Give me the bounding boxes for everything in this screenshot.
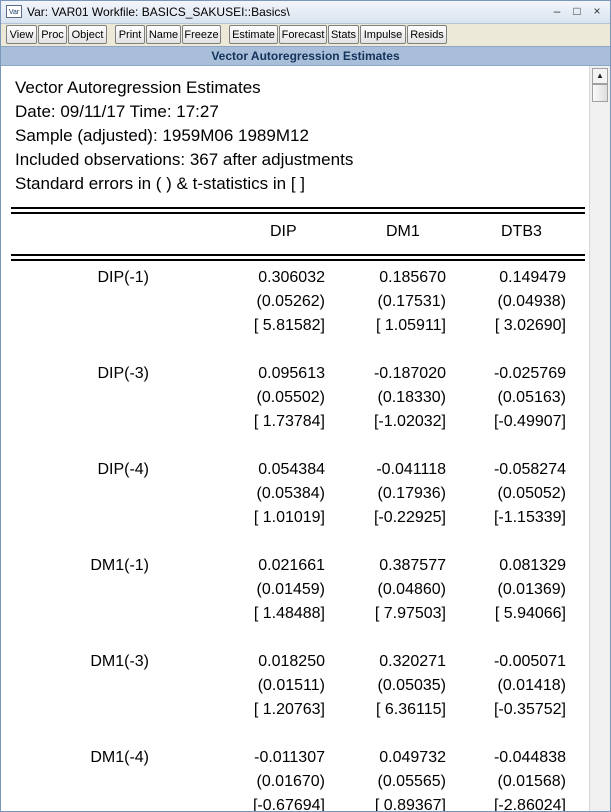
table-rule-mid <box>11 254 585 256</box>
table-rule-top-2 <box>11 212 585 214</box>
resids-button[interactable]: Resids <box>407 25 447 44</box>
row-label: DM1(-4) <box>90 749 149 766</box>
t-stat-cell: [ 7.97503] <box>374 605 446 622</box>
coef-cell: -0.044838 <box>493 749 566 766</box>
toolbar: View Proc Object Print Name Freeze Estim… <box>1 24 610 46</box>
t-stat-cell: [ 1.20763] <box>253 701 325 718</box>
std-error-cell: (0.01459) <box>256 581 326 598</box>
coef-cell: 0.387577 <box>379 557 446 574</box>
std-error-cell: (0.05565) <box>377 773 447 790</box>
std-error-cell: (0.17936) <box>377 485 447 502</box>
table-rule-mid-2 <box>11 259 585 261</box>
var-app-icon[interactable]: Var <box>6 5 22 18</box>
coef-cell: -0.025769 <box>493 365 566 382</box>
coef-cell: 0.049732 <box>379 749 446 766</box>
sample-line: Sample (adjusted): 1959M06 1989M12 <box>15 126 309 145</box>
std-error-cell: (0.01670) <box>256 773 326 790</box>
t-stat-cell: [-2.86024] <box>493 797 566 812</box>
print-button[interactable]: Print <box>115 25 145 44</box>
t-stat-cell: [ 1.05911] <box>376 317 446 334</box>
coef-cell: 0.095613 <box>258 365 325 382</box>
std-error-cell: (0.05163) <box>497 389 567 406</box>
t-stat-cell: [-0.22925] <box>373 509 446 526</box>
t-stat-cell: [ 6.36115] <box>376 701 446 718</box>
proc-button[interactable]: Proc <box>38 25 67 44</box>
standard-errors-note: Standard errors in ( ) & t-statistics in… <box>15 174 306 193</box>
close-icon[interactable]: × <box>593 4 601 18</box>
std-error-cell: (0.01418) <box>497 677 567 694</box>
coef-cell: 0.306032 <box>258 269 325 286</box>
t-stat-cell: [-0.35752] <box>493 701 566 718</box>
coef-cell: -0.041118 <box>376 461 446 478</box>
coef-cell: 0.081329 <box>499 557 566 574</box>
std-error-cell: (0.05384) <box>256 485 326 502</box>
std-error-cell: (0.05262) <box>256 293 326 310</box>
coef-cell: -0.187020 <box>373 365 446 382</box>
minimize-icon[interactable]: – <box>553 4 561 18</box>
t-stat-cell: [ 1.48488] <box>253 605 325 622</box>
stats-button[interactable]: Stats <box>328 25 359 44</box>
observations-line: Included observations: 367 after adjustm… <box>15 150 354 169</box>
t-stat-cell: [-0.67694] <box>252 797 325 812</box>
t-stat-cell: [-1.02032] <box>373 413 446 430</box>
coef-cell: 0.320271 <box>379 653 446 670</box>
forecast-button[interactable]: Forecast <box>279 25 327 44</box>
std-error-cell: (0.04938) <box>497 293 567 310</box>
coef-cell: -0.058274 <box>493 461 566 478</box>
scroll-thumb[interactable] <box>592 84 608 102</box>
name-button[interactable]: Name <box>146 25 181 44</box>
row-label: DIP(-3) <box>97 365 149 382</box>
coef-cell: 0.149479 <box>499 269 566 286</box>
coef-cell: 0.185670 <box>379 269 446 286</box>
vertical-scrollbar[interactable]: ▲ <box>589 66 610 811</box>
std-error-cell: (0.01511) <box>257 677 325 694</box>
estimate-button[interactable]: Estimate <box>229 25 278 44</box>
impulse-button[interactable]: Impulse <box>360 25 406 44</box>
view-header: Vector Autoregression Estimates <box>1 46 610 66</box>
std-error-cell: (0.05052) <box>497 485 567 502</box>
std-error-cell: (0.01568) <box>497 773 567 790</box>
t-stat-cell: [-1.15339] <box>493 509 566 526</box>
coef-cell: 0.054384 <box>258 461 325 478</box>
row-label: DM1(-3) <box>90 653 149 670</box>
column-header-dm1: DM1 <box>386 223 420 240</box>
view-button[interactable]: View <box>6 25 37 44</box>
row-label: DIP(-4) <box>97 461 149 478</box>
scroll-up-arrow-icon[interactable]: ▲ <box>592 68 608 84</box>
std-error-cell: (0.18330) <box>377 389 447 406</box>
column-header-dtb3: DTB3 <box>501 223 542 240</box>
coef-cell: -0.005071 <box>493 653 566 670</box>
output-heading: Vector Autoregression Estimates <box>15 78 261 97</box>
column-header-dip: DIP <box>270 223 297 240</box>
std-error-cell: (0.01369) <box>497 581 567 598</box>
title-bar[interactable]: Var Var: VAR01 Workfile: BASICS_SAKUSEI:… <box>1 1 610 24</box>
coef-cell: 0.021661 <box>258 557 325 574</box>
date-time-line: Date: 09/11/17 Time: 17:27 <box>15 102 219 121</box>
table-rule-top <box>11 207 585 209</box>
t-stat-cell: [ 3.02690] <box>494 317 566 334</box>
t-stat-cell: [-0.49907] <box>493 413 566 430</box>
std-error-cell: (0.05502) <box>256 389 326 406</box>
row-label: DM1(-1) <box>90 557 149 574</box>
coef-cell: -0.011307 <box>254 749 325 766</box>
window-title: Var: VAR01 Workfile: BASICS_SAKUSEI::Bas… <box>27 5 290 19</box>
estimates-output[interactable]: Vector Autoregression Estimates Date: 09… <box>1 66 589 812</box>
std-error-cell: (0.17531) <box>377 293 447 310</box>
std-error-cell: (0.04860) <box>377 581 447 598</box>
std-error-cell: (0.05035) <box>377 677 447 694</box>
t-stat-cell: [ 5.81582] <box>253 317 325 334</box>
object-button[interactable]: Object <box>68 25 107 44</box>
t-stat-cell: [ 1.01019] <box>253 509 325 526</box>
maximize-icon[interactable]: □ <box>573 4 581 18</box>
t-stat-cell: [ 5.94066] <box>494 605 566 622</box>
row-label: DIP(-1) <box>97 269 149 286</box>
coef-cell: 0.018250 <box>258 653 325 670</box>
freeze-button[interactable]: Freeze <box>182 25 221 44</box>
t-stat-cell: [ 1.73784] <box>253 413 325 430</box>
t-stat-cell: [ 0.89367] <box>374 797 446 812</box>
